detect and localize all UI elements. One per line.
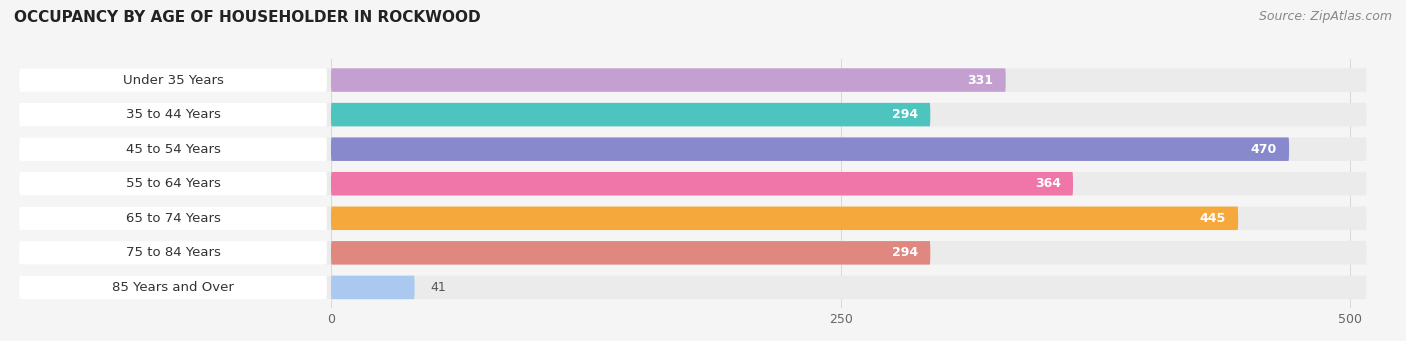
FancyBboxPatch shape: [20, 137, 1367, 161]
FancyBboxPatch shape: [20, 103, 326, 127]
FancyBboxPatch shape: [20, 137, 326, 161]
Text: 75 to 84 Years: 75 to 84 Years: [125, 246, 221, 260]
Text: 445: 445: [1199, 212, 1226, 225]
FancyBboxPatch shape: [20, 103, 1367, 127]
Text: 294: 294: [891, 108, 918, 121]
Text: Under 35 Years: Under 35 Years: [122, 74, 224, 87]
Text: 55 to 64 Years: 55 to 64 Years: [125, 177, 221, 190]
FancyBboxPatch shape: [20, 172, 1367, 195]
Text: 470: 470: [1250, 143, 1277, 156]
FancyBboxPatch shape: [330, 276, 415, 299]
FancyBboxPatch shape: [20, 276, 1367, 299]
FancyBboxPatch shape: [330, 241, 931, 265]
FancyBboxPatch shape: [20, 68, 326, 92]
Text: 85 Years and Over: 85 Years and Over: [112, 281, 233, 294]
Text: 294: 294: [891, 246, 918, 260]
FancyBboxPatch shape: [20, 207, 1367, 230]
FancyBboxPatch shape: [20, 68, 1367, 92]
FancyBboxPatch shape: [20, 207, 326, 230]
FancyBboxPatch shape: [330, 103, 931, 127]
FancyBboxPatch shape: [20, 172, 326, 195]
FancyBboxPatch shape: [330, 207, 1239, 230]
Text: 331: 331: [967, 74, 994, 87]
Text: 41: 41: [430, 281, 447, 294]
FancyBboxPatch shape: [20, 276, 326, 299]
Text: Source: ZipAtlas.com: Source: ZipAtlas.com: [1258, 10, 1392, 23]
Text: 364: 364: [1035, 177, 1060, 190]
Text: 35 to 44 Years: 35 to 44 Years: [125, 108, 221, 121]
FancyBboxPatch shape: [330, 137, 1289, 161]
Text: OCCUPANCY BY AGE OF HOUSEHOLDER IN ROCKWOOD: OCCUPANCY BY AGE OF HOUSEHOLDER IN ROCKW…: [14, 10, 481, 25]
FancyBboxPatch shape: [330, 172, 1073, 195]
FancyBboxPatch shape: [20, 241, 326, 265]
Text: 65 to 74 Years: 65 to 74 Years: [125, 212, 221, 225]
FancyBboxPatch shape: [20, 241, 1367, 265]
FancyBboxPatch shape: [330, 68, 1005, 92]
Text: 45 to 54 Years: 45 to 54 Years: [125, 143, 221, 156]
